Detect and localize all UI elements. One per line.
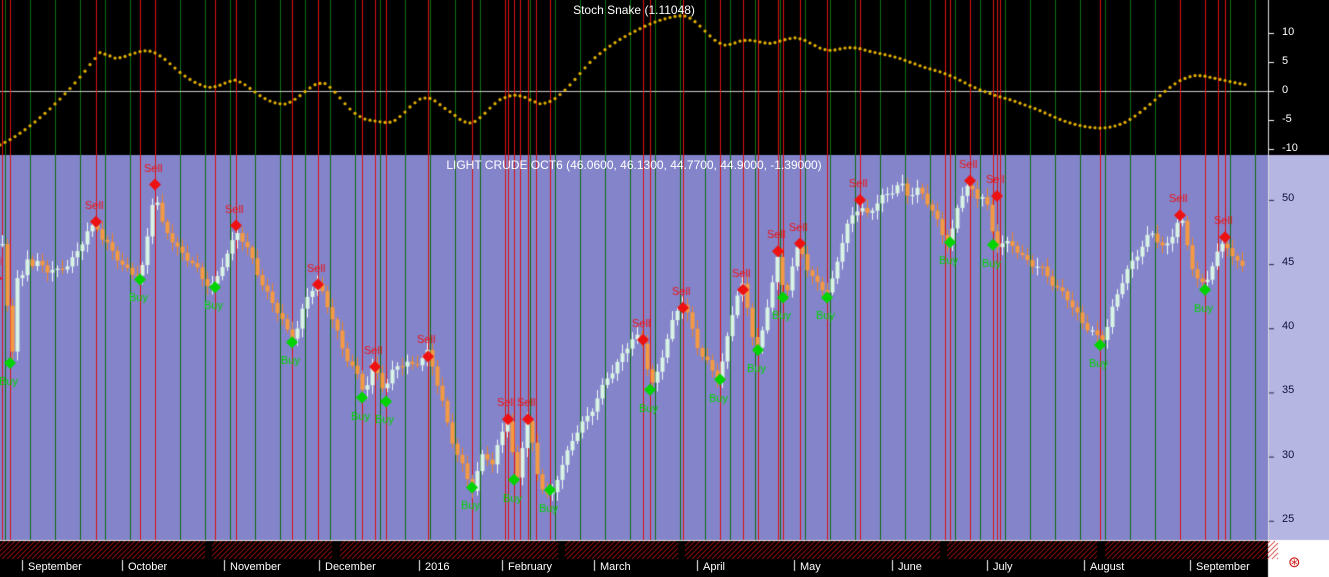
stoch-axis-label: -10	[1282, 142, 1298, 154]
timeline-month-label: September	[28, 561, 82, 573]
price-axis-label: 25	[1282, 512, 1295, 525]
timeline-row: September October November December 2016 Febr…	[0, 559, 1280, 577]
timeline-month-label: February	[508, 561, 553, 573]
stoch-axis-label: -5	[1282, 113, 1292, 125]
timeline-month-label: 2016	[425, 561, 450, 573]
price-axis-label: 35	[1282, 384, 1295, 397]
stoch-axis: 10 5 0 -5 -10	[1268, 0, 1329, 155]
price-axis-label: 30	[1282, 448, 1295, 461]
stoch-axis-label: 5	[1282, 55, 1289, 67]
timeline-month-label: October	[128, 561, 168, 573]
timeline-month-label: April	[703, 561, 726, 573]
timeline-month-label: May	[800, 561, 821, 573]
timeline-month-label: March	[600, 561, 631, 573]
price-axis-label: 50	[1282, 191, 1295, 204]
price-axis-label: 40	[1282, 320, 1295, 333]
timeline-month-label: June	[898, 561, 922, 573]
timeline-month-label: September	[1196, 561, 1250, 573]
app-logo-icon: ⊛	[1288, 554, 1301, 571]
timeline-month-label: August	[1090, 561, 1125, 573]
timeline-month-label: December	[325, 561, 376, 573]
stoch-axis-label: 0	[1282, 84, 1289, 96]
stoch-axis-label: 10	[1282, 26, 1295, 38]
timeline-month-label: November	[230, 561, 281, 573]
price-axis-label: 45	[1282, 256, 1295, 269]
timeline-month-label: July	[993, 561, 1013, 573]
price-axis: 50 45 40 35 30 25	[1268, 155, 1329, 540]
